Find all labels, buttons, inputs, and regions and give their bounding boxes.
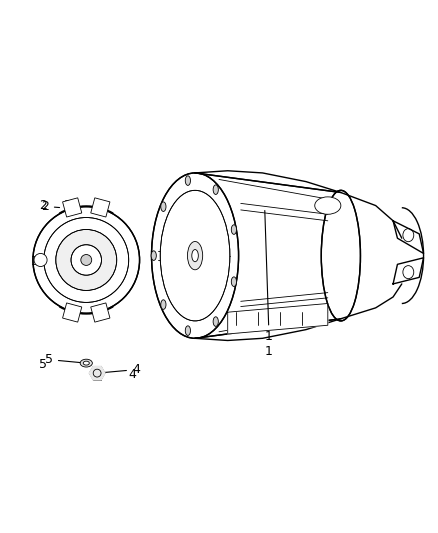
- Ellipse shape: [185, 176, 191, 185]
- Ellipse shape: [315, 197, 341, 214]
- Ellipse shape: [80, 359, 92, 367]
- Ellipse shape: [152, 173, 239, 338]
- Text: 3: 3: [65, 200, 73, 213]
- Ellipse shape: [81, 255, 92, 265]
- Ellipse shape: [160, 190, 230, 321]
- Text: 1: 1: [265, 211, 273, 343]
- Ellipse shape: [151, 251, 156, 261]
- Text: 4: 4: [128, 368, 136, 381]
- Ellipse shape: [185, 326, 191, 335]
- Ellipse shape: [213, 317, 219, 326]
- Ellipse shape: [161, 202, 166, 212]
- Ellipse shape: [71, 245, 102, 275]
- Ellipse shape: [44, 217, 129, 302]
- Ellipse shape: [231, 277, 237, 286]
- Bar: [91, 198, 110, 217]
- Text: 2: 2: [41, 200, 60, 213]
- Ellipse shape: [83, 361, 89, 365]
- Ellipse shape: [187, 241, 203, 270]
- Ellipse shape: [213, 185, 219, 195]
- Ellipse shape: [56, 230, 117, 290]
- Ellipse shape: [321, 190, 360, 321]
- Polygon shape: [228, 303, 328, 334]
- Bar: [63, 198, 82, 217]
- Ellipse shape: [231, 225, 237, 235]
- Bar: [63, 303, 82, 322]
- Ellipse shape: [33, 207, 140, 313]
- Text: 1: 1: [265, 345, 273, 358]
- Text: 3: 3: [63, 199, 71, 212]
- Text: 2: 2: [39, 199, 47, 212]
- Text: 5: 5: [39, 358, 47, 371]
- Polygon shape: [89, 366, 105, 380]
- Ellipse shape: [192, 249, 198, 262]
- Ellipse shape: [161, 300, 166, 309]
- Text: 4: 4: [100, 363, 140, 376]
- Text: 5: 5: [45, 353, 84, 366]
- Ellipse shape: [34, 254, 47, 266]
- Bar: [91, 303, 110, 322]
